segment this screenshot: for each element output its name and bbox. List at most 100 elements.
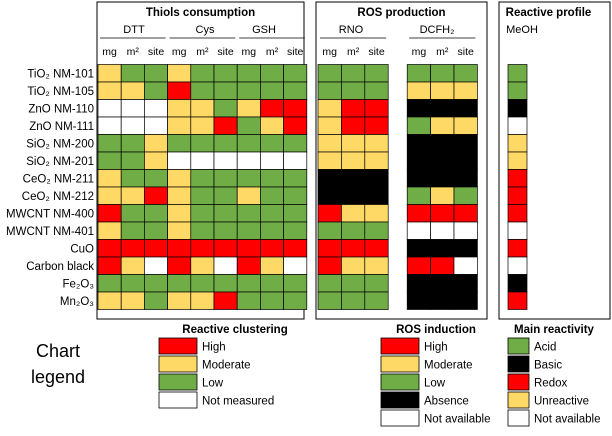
heatmap-cell [213, 151, 238, 170]
heatmap-cell [260, 186, 284, 205]
column-label: m² [436, 46, 449, 58]
heatmap-cell [430, 274, 455, 293]
column-label: m² [266, 46, 279, 58]
row-label: TiO₂ NM-105 [27, 86, 94, 98]
heatmap-cell [236, 134, 261, 153]
legend-label: Moderate [202, 360, 251, 372]
heatmap-cell [97, 134, 122, 153]
heatmap-cell [97, 221, 122, 240]
heatmap-cell [236, 274, 261, 293]
heatmap-cell [236, 64, 261, 83]
heatmap-cell [260, 221, 284, 240]
heatmap-cell [213, 256, 238, 275]
heatmap-cell [430, 134, 455, 153]
heatmap-cell [190, 186, 215, 205]
heatmap-cell [453, 291, 478, 310]
heatmap-cell [283, 81, 308, 100]
row-label: MWCNT NM-400 [6, 208, 94, 220]
heatmap-cell [213, 204, 238, 223]
heatmap-cell [507, 134, 528, 153]
column-label: mg [412, 46, 427, 58]
heatmap-cell [97, 291, 122, 310]
legend-swatch [158, 355, 198, 373]
legend-swatch [507, 391, 530, 409]
row-label: CuO [70, 243, 94, 255]
heatmap-cell [453, 116, 478, 135]
heatmap-cell [430, 239, 455, 258]
heatmap-cell [507, 204, 528, 223]
group-label: Cys [196, 24, 215, 36]
heatmap-cell [364, 291, 389, 310]
legend-label: Redox [534, 378, 567, 390]
heatmap-cell [97, 274, 122, 293]
column-label: mg [172, 46, 187, 58]
heatmap-cell [167, 256, 192, 275]
heatmap-cell [283, 239, 308, 258]
legend-swatch [380, 391, 420, 409]
heatmap-cell [317, 221, 342, 240]
row-label: CeO₂ NM-212 [22, 191, 94, 203]
heatmap-cell [236, 239, 261, 258]
heatmap-cell [364, 256, 389, 275]
heatmap-cell [260, 291, 284, 310]
heatmap-cell [406, 169, 431, 188]
heatmap-cell [317, 291, 342, 310]
heatmap-cell [144, 274, 168, 293]
heatmap-cell [430, 186, 455, 205]
legend-label: Low [424, 378, 446, 390]
heatmap-cell [144, 151, 168, 170]
heatmap-cell [213, 64, 238, 83]
heatmap-cell [144, 256, 168, 275]
heatmap-cell [120, 274, 145, 293]
legend-label: Absence [424, 396, 469, 408]
heatmap-cell [213, 134, 238, 153]
column-label: site [458, 46, 475, 58]
legend-swatch [507, 409, 530, 427]
heatmap-cell [430, 64, 455, 83]
legend-label: Low [202, 378, 224, 390]
legend-title: Main reactivity [514, 324, 594, 336]
heatmap-cell [406, 239, 431, 258]
heatmap-cell [260, 256, 284, 275]
heatmap-cell [430, 221, 455, 240]
legend-caption: legend [31, 367, 85, 387]
heatmap-cell [430, 151, 455, 170]
heatmap-cell [260, 151, 284, 170]
legend-label: High [202, 342, 226, 354]
heatmap-cell [317, 204, 342, 223]
heatmap-cell [144, 81, 168, 100]
heatmap-cell [97, 99, 122, 118]
heatmap-cell [453, 186, 478, 205]
heatmap-cell [406, 99, 431, 118]
column-label: m² [127, 46, 140, 58]
heatmap-cell [97, 204, 122, 223]
heatmap-cell [97, 116, 122, 135]
heatmap-cell [406, 291, 431, 310]
heatmap-cell [167, 239, 192, 258]
heatmap-cell [341, 221, 366, 240]
heatmap-cell [341, 204, 366, 223]
legend-swatch [158, 391, 198, 409]
heatmap-cell [260, 116, 284, 135]
heatmap-cell [167, 151, 192, 170]
heatmap-cell [430, 99, 455, 118]
heatmap-cell [167, 64, 192, 83]
row-label: ZnO NM-110 [28, 103, 94, 115]
heatmap-cell [167, 204, 192, 223]
row-label: TiO₂ NM-101 [27, 68, 94, 80]
heatmap-cell [260, 99, 284, 118]
heatmap-cell [260, 204, 284, 223]
heatmap-cell [167, 134, 192, 153]
legend-swatch [380, 373, 420, 391]
heatmap-cell [144, 291, 168, 310]
heatmap-cell [317, 256, 342, 275]
heatmap-cell [283, 186, 308, 205]
heatmap-cell [453, 99, 478, 118]
heatmap-cell [213, 99, 238, 118]
heatmap-cell [364, 186, 389, 205]
heatmap-cell [507, 64, 528, 83]
heatmap-cell [144, 169, 168, 188]
heatmap-cell [213, 116, 238, 135]
group-label: DCFH₂ [420, 24, 455, 36]
